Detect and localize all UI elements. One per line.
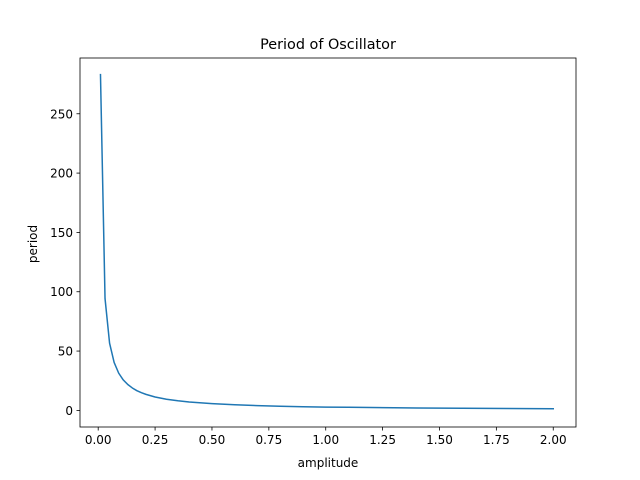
x-tick-label: 2.00 xyxy=(540,433,567,447)
x-tick-label: 0.75 xyxy=(255,433,282,447)
y-tick-label: 200 xyxy=(50,167,73,181)
x-axis: 0.00 0.25 0.50 0.75 1.00 1.25 1.50 1.75 2.00 xyxy=(85,427,567,447)
plot-frame xyxy=(79,57,577,428)
x-tick-label: 0.00 xyxy=(85,433,112,447)
y-tick-label: 150 xyxy=(50,226,73,240)
chart-title: Period of Oscillator xyxy=(260,37,396,53)
x-axis-label: amplitude xyxy=(298,456,359,470)
y-axis: 0 50 100 150 200 250 xyxy=(50,107,80,418)
x-tick-label: 1.50 xyxy=(426,433,453,447)
plot-area xyxy=(79,57,577,428)
y-tick-label: 250 xyxy=(50,107,73,121)
y-axis-label: period xyxy=(26,225,40,263)
x-tick-label: 0.25 xyxy=(142,433,169,447)
x-tick-label: 1.00 xyxy=(312,433,339,447)
series-line-0 xyxy=(99,73,555,410)
y-tick-label: 100 xyxy=(50,285,73,299)
x-tick-label: 1.25 xyxy=(369,433,396,447)
x-tick-label: 1.75 xyxy=(483,433,510,447)
y-tick-label: 50 xyxy=(58,345,73,359)
x-tick-label: 0.50 xyxy=(199,433,226,447)
y-tick-label: 0 xyxy=(65,404,73,418)
